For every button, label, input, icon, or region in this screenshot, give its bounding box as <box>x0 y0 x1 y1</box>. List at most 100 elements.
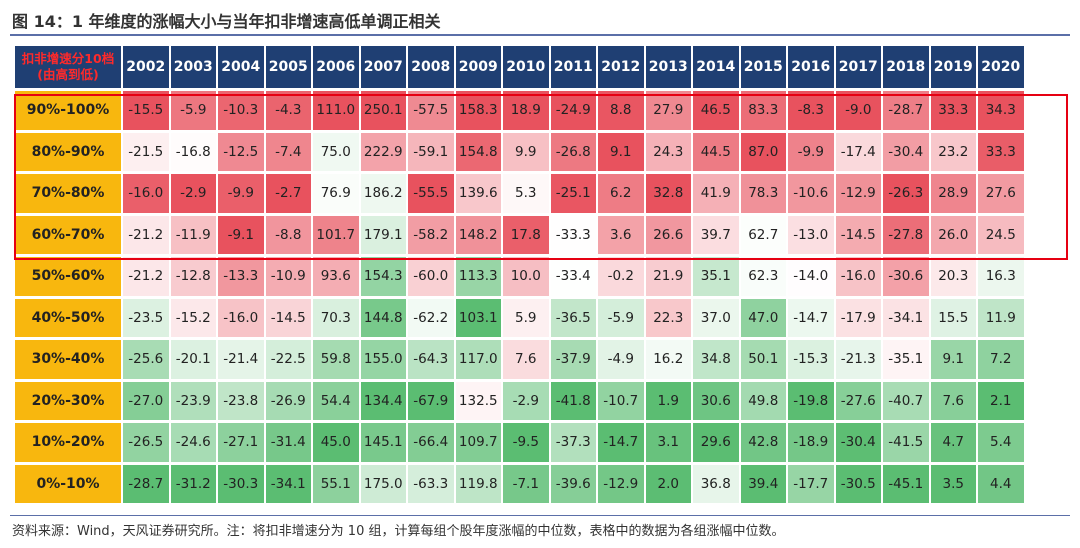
heatmap-cell: 50.1 <box>740 340 786 382</box>
row-label: 70%-80% <box>15 174 121 216</box>
heatmap-cell: -15.5 <box>123 91 169 133</box>
heatmap-cell: 250.1 <box>360 91 406 133</box>
heatmap-cell: -25.6 <box>123 340 169 382</box>
heatmap-cell: -21.2 <box>123 257 169 299</box>
heatmap-cell: -12.5 <box>218 132 264 174</box>
heatmap-cell: 33.3 <box>930 91 976 133</box>
heatmap-cell: 46.5 <box>693 91 739 133</box>
row-label: 80%-90% <box>15 132 121 174</box>
heatmap-cell: -9.5 <box>503 423 549 465</box>
heatmap-cell: -17.9 <box>835 298 881 340</box>
heatmap-cell: 39.7 <box>693 215 739 257</box>
heatmap-cell: -45.1 <box>883 464 929 506</box>
heatmap-cell: 3.5 <box>930 464 976 506</box>
heatmap-cell: 26.0 <box>930 215 976 257</box>
heatmap-cell: 119.8 <box>455 464 501 506</box>
heatmap-cell: 2.1 <box>978 381 1024 423</box>
heatmap-table-wrap: 扣非增速分10档 (由高到低) 2002 2003 2004 2005 2006 2007… <box>13 46 1026 506</box>
heatmap-cell: 15.5 <box>930 298 976 340</box>
heatmap-cell: -5.9 <box>170 91 216 133</box>
row-label: 60%-70% <box>15 215 121 257</box>
heatmap-cell: -10.9 <box>265 257 311 299</box>
heatmap-cell: -34.1 <box>265 464 311 506</box>
heatmap-cell: 2.0 <box>645 464 691 506</box>
heatmap-cell: 75.0 <box>313 132 359 174</box>
heatmap-cell: -27.8 <box>883 215 929 257</box>
heatmap-cell: -13.0 <box>788 215 834 257</box>
heatmap-cell: -62.2 <box>408 298 454 340</box>
heatmap-cell: 83.3 <box>740 91 786 133</box>
heatmap-cell: -23.8 <box>218 381 264 423</box>
heatmap-cell: 32.8 <box>645 174 691 216</box>
heatmap-cell: 41.9 <box>693 174 739 216</box>
heatmap-cell: 36.8 <box>693 464 739 506</box>
heatmap-cell: 42.8 <box>740 423 786 465</box>
row-label: 0%-10% <box>15 464 121 506</box>
heatmap-cell: -16.0 <box>123 174 169 216</box>
heatmap-cell: -26.5 <box>123 423 169 465</box>
heatmap-cell: -26.3 <box>883 174 929 216</box>
heatmap-cell: 111.0 <box>313 91 359 133</box>
heatmap-cell: -21.5 <box>123 132 169 174</box>
heatmap-cell: 134.4 <box>360 381 406 423</box>
heatmap-cell: -27.1 <box>218 423 264 465</box>
heatmap-cell: -17.4 <box>835 132 881 174</box>
table-row: 0%-10% -28.7 -31.2 -30.3 -34.1 55.1 175.0 -63.3… <box>15 464 1024 506</box>
heatmap-cell: 154.8 <box>455 132 501 174</box>
heatmap-cell: 54.4 <box>313 381 359 423</box>
heatmap-cell: -22.5 <box>265 340 311 382</box>
heatmap-cell: -7.1 <box>503 464 549 506</box>
heatmap-cell: 3.1 <box>645 423 691 465</box>
heatmap-cell: -41.5 <box>883 423 929 465</box>
heatmap-cell: 148.2 <box>455 215 501 257</box>
heatmap-cell: 7.6 <box>503 340 549 382</box>
heatmap-cell: 39.4 <box>740 464 786 506</box>
heatmap-cell: -31.2 <box>170 464 216 506</box>
heatmap-cell: -14.0 <box>788 257 834 299</box>
year-header: 2015 <box>740 46 786 91</box>
heatmap-cell: 78.3 <box>740 174 786 216</box>
heatmap-cell: -39.6 <box>550 464 596 506</box>
heatmap-cell: 27.9 <box>645 91 691 133</box>
heatmap-cell: -26.8 <box>550 132 596 174</box>
heatmap-cell: 47.0 <box>740 298 786 340</box>
chart-title: 图 14：1 年维度的涨幅大小与当年扣非增速高低单调正相关 <box>12 12 441 31</box>
heatmap-cell: -30.4 <box>883 132 929 174</box>
heatmap-cell: -9.9 <box>218 174 264 216</box>
heatmap-cell: -13.3 <box>218 257 264 299</box>
heatmap-cell: 20.3 <box>930 257 976 299</box>
heatmap-cell: 5.4 <box>978 423 1024 465</box>
heatmap-cell: -60.0 <box>408 257 454 299</box>
year-header: 2012 <box>598 46 644 91</box>
heatmap-cell: 49.8 <box>740 381 786 423</box>
year-header: 2005 <box>265 46 311 91</box>
heatmap-cell: -9.9 <box>788 132 834 174</box>
table-row: 70%-80% -16.0 -2.9 -9.9 -2.7 76.9 186.2 -55.5 13… <box>15 174 1024 216</box>
heatmap-cell: -17.7 <box>788 464 834 506</box>
heatmap-cell: -20.1 <box>170 340 216 382</box>
heatmap-cell: 59.8 <box>313 340 359 382</box>
table-row: 90%-100% -15.5 -5.9 -10.3 -4.3 111.0 250.1 -57.… <box>15 91 1024 133</box>
heatmap-cell: -35.1 <box>883 340 929 382</box>
year-header: 2008 <box>408 46 454 91</box>
year-header: 2007 <box>360 46 406 91</box>
heatmap-cell: -18.9 <box>788 423 834 465</box>
heatmap-cell: 109.7 <box>455 423 501 465</box>
year-header: 2004 <box>218 46 264 91</box>
heatmap-cell: -5.9 <box>598 298 644 340</box>
year-header: 2011 <box>550 46 596 91</box>
corner-header: 扣非增速分10档 (由高到低) <box>15 46 121 91</box>
heatmap-cell: 93.6 <box>313 257 359 299</box>
heatmap-cell: 154.3 <box>360 257 406 299</box>
source-note: 资料来源：Wind，天风证券研究所。注：将扣非增速分为 10 组，计算每组个股年… <box>12 524 785 539</box>
heatmap-cell: 34.3 <box>978 91 1024 133</box>
heatmap-cell: 222.9 <box>360 132 406 174</box>
heatmap-cell: -14.5 <box>835 215 881 257</box>
heatmap-cell: 9.9 <box>503 132 549 174</box>
heatmap-cell: 5.9 <box>503 298 549 340</box>
heatmap-cell: 144.8 <box>360 298 406 340</box>
year-header: 2018 <box>883 46 929 91</box>
table-body: 90%-100% -15.5 -5.9 -10.3 -4.3 111.0 250.1 -57.… <box>15 91 1024 506</box>
heatmap-cell: -67.9 <box>408 381 454 423</box>
year-header: 2002 <box>123 46 169 91</box>
